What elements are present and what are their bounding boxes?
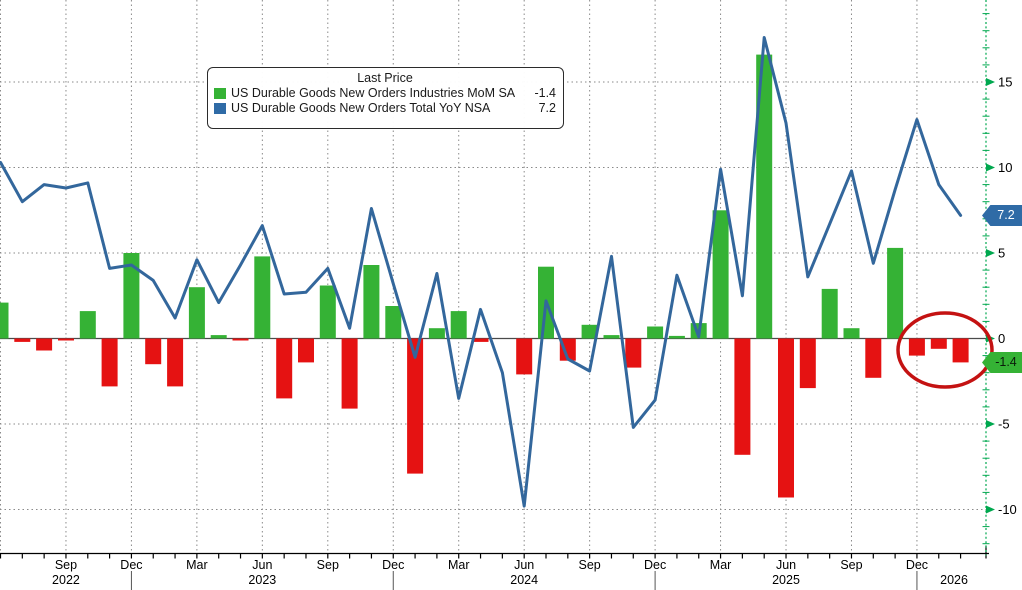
mom-bar — [0, 302, 9, 339]
mom-bar — [254, 256, 271, 339]
y-tick-label: 10 — [998, 160, 1012, 175]
mom-bar — [952, 338, 969, 363]
mom-bar — [407, 338, 424, 474]
y-tick-arrow — [986, 163, 995, 172]
mom-bar — [559, 338, 576, 361]
mom-bar — [101, 338, 118, 387]
mom-bar — [58, 338, 74, 341]
yoy-series-value: 7.2 — [538, 101, 556, 115]
x-tick-label: Sep — [317, 558, 339, 572]
yoy-last-price-badge: 7.2 — [982, 205, 1022, 226]
mom-bar — [821, 288, 838, 339]
x-tick-label: Dec — [906, 558, 928, 572]
yoy-series-label: US Durable Goods New Orders Total YoY NS… — [231, 101, 491, 115]
mom-bar — [428, 328, 445, 339]
x-tick-label: Mar — [448, 558, 470, 572]
x-tick-label: Sep — [55, 558, 77, 572]
mom-bar — [865, 338, 882, 378]
legend-title: Last Price — [357, 71, 413, 85]
mom-bar — [167, 338, 184, 387]
y-tick-arrow — [986, 249, 995, 257]
x-tick-label: Jun — [252, 558, 272, 572]
x-tick-label: Dec — [120, 558, 142, 572]
x-tick-label: Jun — [514, 558, 534, 572]
mom-bar — [734, 338, 751, 455]
y-tick-label: 5 — [998, 246, 1005, 261]
mom-bar — [123, 253, 140, 339]
mom-bar — [668, 335, 685, 339]
mom-bar — [210, 335, 227, 339]
mom-bar — [712, 210, 729, 339]
mom-bar — [319, 285, 336, 339]
year-label: 2024 — [510, 573, 538, 587]
x-tick-label: Jun — [776, 558, 796, 572]
x-tick-label: Mar — [710, 558, 732, 572]
year-label: 2023 — [248, 573, 276, 587]
legend-box: Last Price US Durable Goods New Orders I… — [207, 67, 564, 129]
y-tick-label: 15 — [998, 75, 1012, 90]
year-label: 2025 — [772, 573, 800, 587]
y-tick-arrow — [986, 78, 995, 86]
legend-row-mom: US Durable Goods New Orders Industries M… — [214, 86, 556, 101]
y-tick-label: -5 — [998, 417, 1010, 432]
mom-last-price-badge: -1.4 — [982, 352, 1022, 373]
mom-bar — [843, 328, 860, 339]
mom-bar — [778, 338, 794, 498]
mom-series-value: -1.4 — [534, 86, 556, 100]
mom-bar — [385, 306, 402, 339]
x-tick-label: Sep — [579, 558, 601, 572]
mom-bar — [276, 338, 293, 399]
mom-bar — [341, 338, 358, 409]
mom-bar — [36, 338, 53, 351]
legend-row-yoy: US Durable Goods New Orders Total YoY NS… — [214, 101, 556, 116]
y-tick-label: 0 — [998, 331, 1005, 346]
mom-bar — [799, 338, 816, 389]
mom-bar — [232, 338, 249, 341]
mom-series-swatch — [214, 88, 226, 99]
mom-bar — [14, 338, 31, 342]
y-tick-arrow — [986, 505, 995, 514]
yoy-line — [0, 36, 963, 508]
mom-bar — [887, 247, 904, 339]
mom-bar — [516, 338, 533, 375]
year-label: 2026 — [940, 573, 968, 587]
mom-bar — [908, 338, 925, 356]
mom-series-label: US Durable Goods New Orders Industries M… — [231, 86, 516, 100]
y-tick-label: -10 — [998, 502, 1017, 517]
year-label: 2022 — [52, 573, 80, 587]
x-tick-label: Mar — [186, 558, 208, 572]
mom-bar — [603, 335, 620, 339]
x-tick-label: Sep — [840, 558, 862, 572]
mom-bar — [756, 54, 773, 339]
mom-bar — [188, 287, 205, 339]
mom-bar — [581, 324, 598, 339]
mom-bar — [79, 311, 96, 339]
mom-bar — [647, 326, 664, 339]
annotation-circle — [896, 311, 994, 389]
y-tick-arrow — [986, 420, 995, 428]
yoy-series-swatch — [214, 103, 226, 114]
mom-bar — [625, 338, 642, 368]
x-tick-label: Dec — [382, 558, 404, 572]
mom-bar — [145, 338, 162, 365]
mom-bar — [930, 338, 947, 349]
mom-bar — [298, 338, 314, 363]
mom-bar — [472, 338, 489, 342]
mom-bar — [363, 265, 380, 339]
mom-bar — [450, 311, 467, 339]
x-tick-label: Dec — [644, 558, 666, 572]
